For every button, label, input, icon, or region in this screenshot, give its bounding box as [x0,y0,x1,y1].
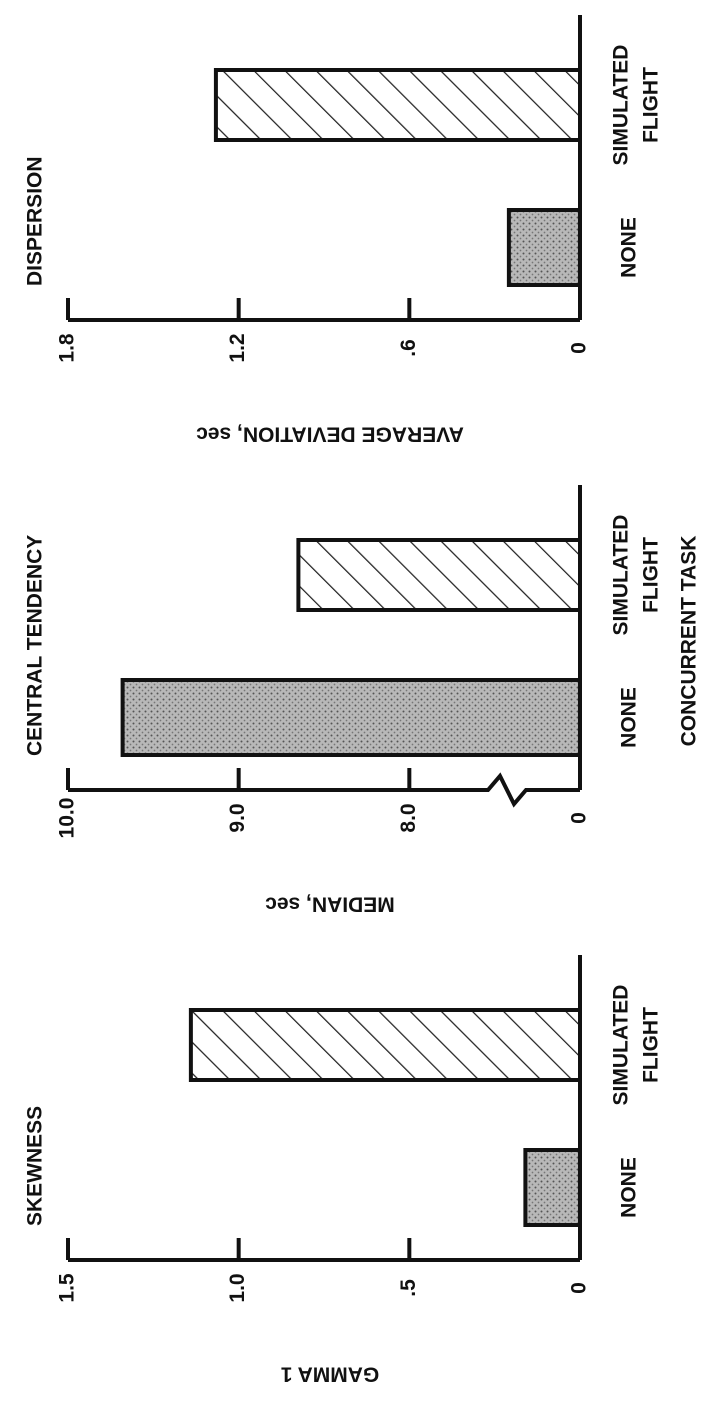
x-tick-label: FLIGHT [640,1007,663,1083]
bar [523,1148,582,1227]
x-tick-label: SIMULATED [610,45,633,166]
chart-title: SKEWNESS [24,1106,47,1226]
x-tick-label: FLIGHT [640,67,663,143]
panel: 0 .5 1.0 1.5 NONE SIMULATED FLIGHT SKEWNESS GAMM… [24,955,663,1385]
x-tick-label: FLIGHT [640,537,663,613]
y-axis-title: MEDIAN, sec [265,892,395,915]
bar [296,538,582,612]
y-tick-label: 9.0 [226,803,249,832]
bar [506,208,582,287]
y-axis-title: AVERAGE DEVIATION, sec [196,422,464,445]
y-tick-label: 8.0 [397,803,420,832]
x-tick-label: SIMULATED [610,515,633,636]
x-axis-title: CONCURRENT TASK [678,536,701,747]
y-axis-title: GAMMA 1 [280,1362,379,1385]
y-axis [68,772,580,808]
chart-title: DISPERSION [24,156,47,286]
bar [188,1008,582,1082]
y-tick-label: 0 [568,342,591,354]
rotated-figure: 0 .5 1.0 1.5 NONE SIMULATED FLIGHT SKEWNESS GAMM… [24,15,701,1385]
y-tick-label: 1.5 [56,1273,79,1303]
x-tick-label: SIMULATED [610,985,633,1106]
y-tick-label: .5 [397,1279,420,1297]
y-tick-label: 1.8 [56,333,79,363]
panel: 0 8.0 9.0 10.0 NONE SIMULATED FLIGHT CENTRAL TE… [24,485,701,915]
x-tick-label: NONE [618,1157,641,1218]
y-tick-label: 1.2 [226,333,249,362]
y-tick-label: 1.0 [226,1273,249,1302]
y-tick-label: .6 [397,339,420,357]
y-tick-label: 0 [568,1282,591,1294]
x-tick-label: NONE [618,217,641,278]
bar [120,678,582,757]
bar [213,68,583,142]
chart-title: CENTRAL TENDENCY [24,535,47,756]
y-tick-label: 0 [568,812,591,824]
y-tick-label: 10.0 [56,798,79,839]
x-tick-label: NONE [618,687,641,748]
panel: 0 .6 1.2 1.8 NONE SIMULATED FLIGHT DISPERSION AV… [24,15,663,445]
